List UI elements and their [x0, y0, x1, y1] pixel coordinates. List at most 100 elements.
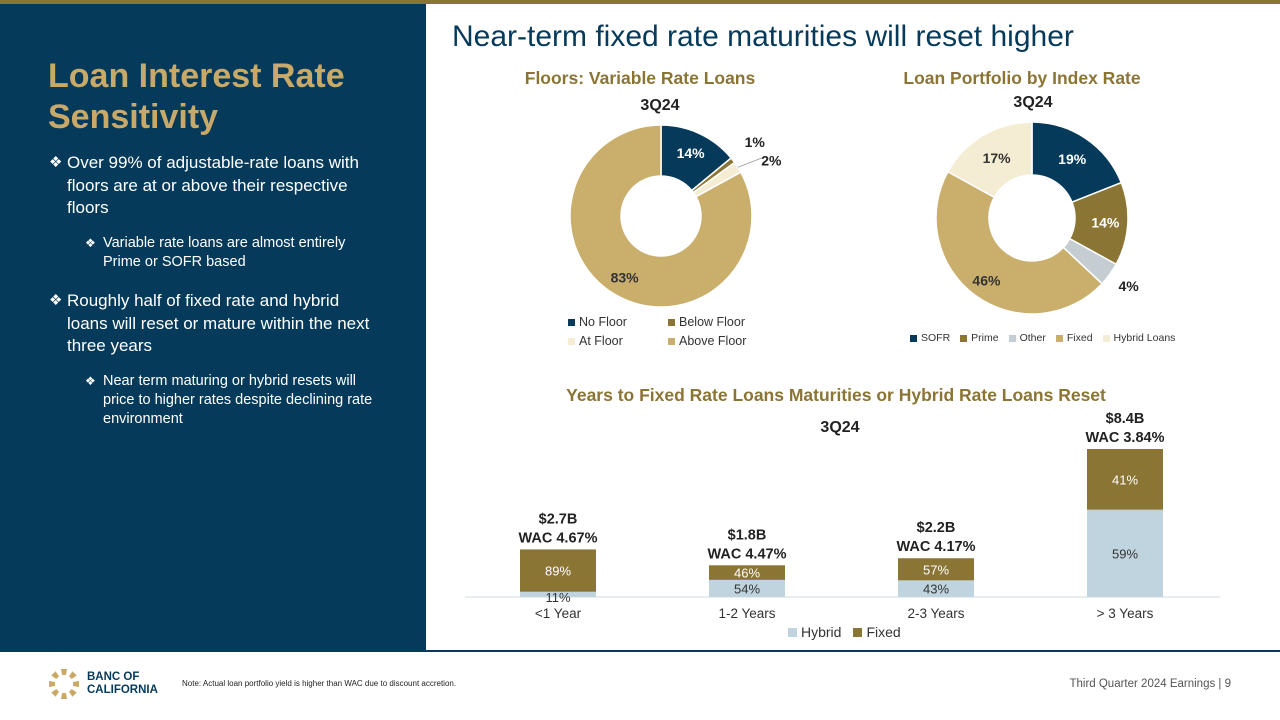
diamond-bullet-icon: ❖ [85, 236, 96, 250]
legend-swatch [568, 318, 575, 326]
chart-3-title: Years to Fixed Rate Loans Maturities or … [566, 385, 1106, 405]
donut-1-data-label: 83% [611, 270, 640, 286]
diamond-bullet-icon: ❖ [49, 292, 63, 309]
legend-label: SOFR [921, 332, 951, 344]
bar-hybrid-label: 59% [1112, 546, 1138, 561]
top-accent-bar [0, 0, 1280, 4]
x-tick-label: 1-2 Years [718, 606, 775, 621]
donut-1-leader-line [737, 156, 766, 168]
sidebar-bullet-2-text: Roughly half of fixed rate and hybrid lo… [67, 291, 370, 355]
legend-item-above-floor: Above Floor [668, 334, 746, 348]
bar-total-label: $8.4B [1106, 411, 1145, 427]
donut-2-data-label: 14% [1091, 215, 1120, 231]
legend-swatch [1102, 334, 1110, 342]
donut-2-data-label: 46% [972, 273, 1001, 289]
bar-fixed-label: 46% [734, 566, 760, 581]
x-tick-label: > 3 Years [1097, 606, 1154, 621]
legend-item-hybrid: Hybrid [788, 624, 841, 640]
donut-2-slice-fixed [935, 170, 1104, 315]
bar-fixed [1087, 449, 1163, 510]
x-tick-label: 2-3 Years [907, 606, 964, 621]
bar-hybrid [709, 579, 785, 597]
bar-wac-label: WAC 4.67% [519, 530, 598, 546]
donut-2-data-label: 4% [1118, 278, 1139, 294]
legend-swatch [668, 337, 675, 345]
bar-wac-label: WAC 4.47% [708, 546, 787, 562]
chart-1-legend: No Floor Below Floor At Floor Above Floo… [568, 315, 788, 355]
sidebar-bullet-1: ❖ Over 99% of adjustable-rate loans with… [49, 152, 367, 220]
bar-hybrid-label: 43% [923, 582, 949, 597]
legend-label: Below Floor [679, 315, 745, 329]
legend-swatch [668, 318, 675, 326]
footer-divider [0, 650, 1280, 652]
legend-swatch [568, 337, 575, 345]
sidebar-sub-bullet-1-text: Variable rate loans are almost entirely … [103, 235, 346, 270]
chart-2-legend: SOFR Prime Other Fixed Hybrid Loans [910, 332, 1175, 344]
legend-swatch [910, 334, 917, 342]
diamond-bullet-icon: ❖ [85, 374, 96, 388]
legend-label: Other [1019, 332, 1046, 344]
sidebar-title: Loan Interest Rate Sensitivity [48, 57, 345, 136]
legend-item-prime: Prime [960, 332, 999, 344]
donut-1-slice-above-floor [569, 124, 753, 308]
footnote: Note: Actual loan portfolio yield is hig… [182, 679, 457, 688]
chart-3-subtitle: 3Q24 [820, 419, 860, 436]
sidebar-sub-bullet-2-text: Near term maturing or hybrid resets will… [103, 373, 373, 427]
chart-3-bars: 11% 89% $2.7B WAC 4.67% <1 Year 54%46% $1.8B WA… [465, 411, 1220, 621]
sidebar-bullet-2: ❖ Roughly half of fixed rate and hybrid … [49, 290, 377, 358]
legend-label: Hybrid Loans [1113, 332, 1176, 344]
bar-hybrid [520, 591, 596, 597]
legend-label: Fixed [1066, 332, 1093, 344]
bar-fixed [520, 549, 596, 592]
bar-total-label: $1.8B [728, 527, 767, 543]
brand-name: BANC OF CALIFORNIA [87, 671, 158, 697]
bar-fixed-label: 89% [545, 564, 571, 579]
bar-hybrid [898, 580, 974, 597]
donut-1-data-label: 1% [745, 134, 766, 150]
legend-label: Hybrid [801, 624, 842, 640]
chart-1-subtitle: 3Q24 [640, 97, 680, 114]
sidebar-sub-bullet-1: ❖ Variable rate loans are almost entirel… [85, 234, 383, 272]
brand-name-line-1: BANC OF [87, 671, 140, 683]
chart-1-title: Floors: Variable Rate Loans [524, 68, 756, 88]
bar-total-label: $2.7B [539, 511, 578, 527]
donut-1-data-label: 14% [677, 145, 706, 161]
bar-total-label: $2.2B [917, 520, 956, 536]
legend-item-other: Other [1008, 332, 1046, 344]
sidebar-sub-bullet-2: ❖ Near term maturing or hybrid resets wi… [85, 372, 378, 429]
legend-swatch [1055, 334, 1063, 342]
bar-fixed [709, 565, 785, 580]
donut-2-data-label: 19% [1058, 151, 1087, 167]
chart-3-legend: Hybrid Fixed [788, 624, 901, 640]
bar-wac-label: WAC 4.17% [897, 539, 976, 555]
chart-2-subtitle: 3Q24 [1013, 94, 1053, 111]
bar-hybrid-label: 54% [734, 581, 760, 596]
bar-fixed [898, 558, 974, 581]
sidebar-bullet-1-text: Over 99% of adjustable-rate loans with f… [67, 153, 359, 217]
donut-1-data-label: 2% [761, 153, 782, 169]
legend-swatch [788, 627, 797, 637]
bar-wac-label: WAC 3.84% [1086, 430, 1165, 446]
legend-item-hybrid-loans: Hybrid Loans [1102, 332, 1176, 344]
chart-2-title: Loan Portfolio by Index Rate [903, 68, 1141, 88]
chart-2-donut: 19% 14% 4% 46% 17% [935, 121, 1139, 315]
legend-swatch [853, 627, 863, 637]
legend-item-no-floor: No Floor [568, 315, 627, 329]
bar-fixed-label: 41% [1112, 472, 1138, 487]
legend-label: Fixed [866, 624, 901, 640]
footer-page-label: Third Quarter 2024 Earnings | 9 [1069, 678, 1231, 690]
legend-label: At Floor [579, 334, 623, 348]
legend-label: Prime [971, 332, 999, 344]
legend-label: No Floor [579, 315, 627, 329]
bar-fixed-label: 57% [923, 562, 949, 577]
chart-1-donut: 14% 1% 2% 83% [569, 124, 782, 308]
legend-item-at-floor: At Floor [568, 334, 623, 348]
legend-item-sofr: SOFR [910, 332, 950, 344]
donut-2-slice-hybrid-loans [946, 121, 1033, 199]
legend-swatch [960, 334, 968, 342]
page-title: Near-term fixed rate maturities will res… [452, 20, 1074, 53]
legend-item-fixed: Fixed [853, 624, 901, 640]
legend-item-fixed: Fixed [1055, 332, 1093, 344]
sidebar-panel: Loan Interest Rate Sensitivity ❖ Over 99… [0, 4, 426, 650]
legend-swatch [1008, 334, 1016, 342]
